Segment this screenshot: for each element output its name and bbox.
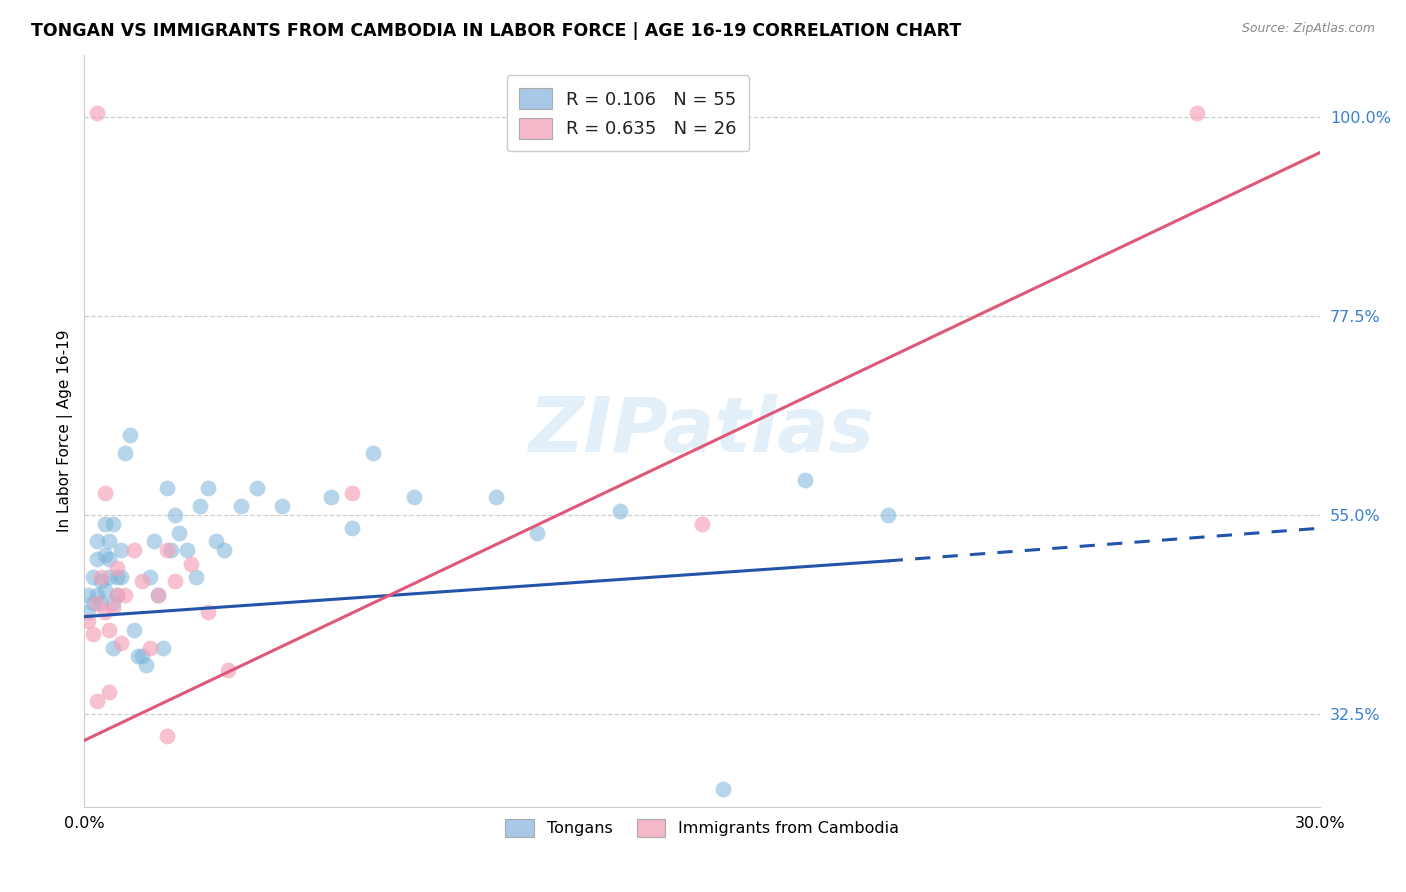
- Point: [94, 605, 117, 619]
- Point: [82, 570, 104, 584]
- Point: [148, 587, 170, 601]
- Point: [131, 649, 153, 664]
- Point: [101, 600, 124, 615]
- Point: [526, 525, 548, 540]
- Point: [98, 623, 121, 637]
- Point: [94, 516, 117, 531]
- Point: [197, 605, 219, 619]
- Point: [86, 552, 108, 566]
- Point: [90, 570, 112, 584]
- Point: [110, 543, 132, 558]
- Point: [163, 574, 186, 589]
- Point: [1185, 105, 1208, 120]
- Point: [402, 490, 425, 504]
- Point: [94, 583, 117, 598]
- Point: [82, 596, 104, 610]
- Point: [105, 587, 128, 601]
- Point: [246, 482, 269, 496]
- Point: [876, 508, 898, 522]
- Point: [361, 446, 384, 460]
- Point: [90, 574, 112, 589]
- Point: [176, 543, 198, 558]
- Point: [90, 596, 112, 610]
- Point: [82, 627, 104, 641]
- Point: [101, 596, 124, 610]
- Point: [143, 534, 166, 549]
- Point: [105, 570, 128, 584]
- Point: [118, 428, 141, 442]
- Point: [86, 693, 108, 707]
- Point: [156, 482, 179, 496]
- Point: [321, 490, 343, 504]
- Point: [156, 729, 179, 743]
- Point: [218, 663, 240, 677]
- Point: [139, 640, 162, 655]
- Point: [197, 482, 219, 496]
- Legend: Tongans, Immigrants from Cambodia: Tongans, Immigrants from Cambodia: [498, 811, 907, 846]
- Point: [105, 587, 128, 601]
- Point: [214, 543, 236, 558]
- Point: [690, 516, 713, 531]
- Point: [188, 499, 211, 513]
- Point: [77, 614, 100, 628]
- Point: [110, 636, 132, 650]
- Point: [135, 658, 157, 673]
- Point: [794, 473, 817, 487]
- Point: [180, 557, 202, 571]
- Point: [98, 534, 121, 549]
- Y-axis label: In Labor Force | Age 16-19: In Labor Force | Age 16-19: [58, 330, 73, 533]
- Point: [229, 499, 252, 513]
- Point: [184, 570, 207, 584]
- Point: [156, 543, 179, 558]
- Point: [114, 446, 136, 460]
- Text: Source: ZipAtlas.com: Source: ZipAtlas.com: [1241, 22, 1375, 36]
- Point: [101, 516, 124, 531]
- Point: [167, 525, 190, 540]
- Point: [122, 543, 145, 558]
- Point: [340, 485, 363, 500]
- Point: [86, 596, 108, 610]
- Point: [98, 685, 121, 699]
- Point: [485, 490, 508, 504]
- Point: [86, 587, 108, 601]
- Point: [152, 640, 174, 655]
- Point: [131, 574, 153, 589]
- Point: [148, 587, 170, 601]
- Point: [205, 534, 228, 549]
- Point: [77, 605, 100, 619]
- Point: [271, 499, 294, 513]
- Point: [86, 534, 108, 549]
- Point: [101, 640, 124, 655]
- Text: TONGAN VS IMMIGRANTS FROM CAMBODIA IN LABOR FORCE | AGE 16-19 CORRELATION CHART: TONGAN VS IMMIGRANTS FROM CAMBODIA IN LA…: [31, 22, 962, 40]
- Point: [609, 503, 631, 517]
- Point: [86, 105, 108, 120]
- Point: [114, 587, 136, 601]
- Point: [340, 521, 363, 535]
- Text: ZIPatlas: ZIPatlas: [529, 394, 876, 468]
- Point: [711, 782, 734, 797]
- Point: [139, 570, 162, 584]
- Point: [127, 649, 149, 664]
- Point: [122, 623, 145, 637]
- Point: [159, 543, 181, 558]
- Point: [77, 587, 100, 601]
- Point: [94, 548, 117, 562]
- Point: [94, 485, 117, 500]
- Point: [163, 508, 186, 522]
- Point: [110, 570, 132, 584]
- Point: [98, 552, 121, 566]
- Point: [98, 570, 121, 584]
- Point: [105, 561, 128, 575]
